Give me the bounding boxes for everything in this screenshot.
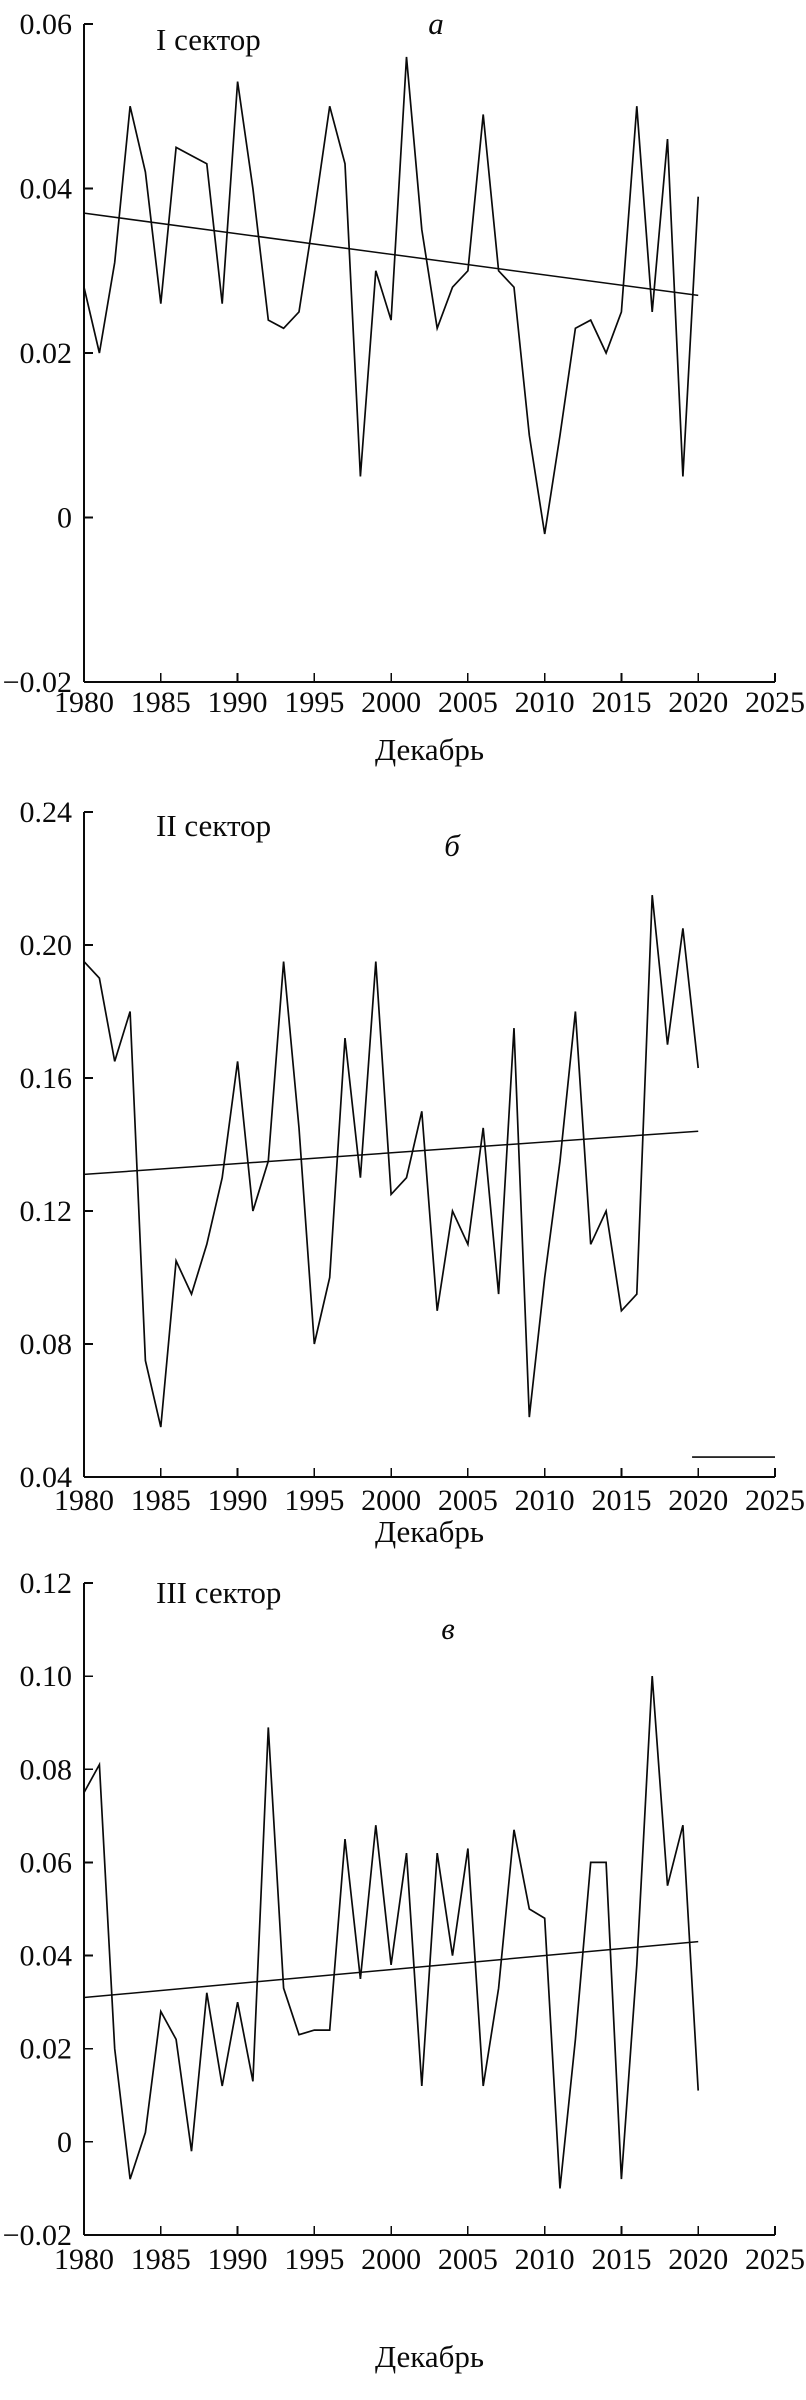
x-tick-label: 2015: [591, 686, 651, 719]
x-tick-label: 1980: [54, 686, 114, 719]
x-tick-label: 2025: [745, 2243, 805, 2276]
panel-letter: а: [428, 6, 444, 41]
chart-panel-b: 0.24 0.20 0.16 0.12 0.08 0.04 1980 1985 1990 1995…: [0, 780, 806, 1555]
x-axis-label: Декабрь: [375, 2339, 484, 2374]
series-line: [83, 56, 700, 535]
x-tick-label: 2005: [438, 1484, 498, 1517]
x-tick-label: 2000: [361, 2243, 421, 2276]
x-tick-label: 1985: [131, 1484, 191, 1517]
x-tick-label: 1990: [208, 2243, 268, 2276]
y-tick-label: 0.20: [20, 929, 73, 962]
x-tick-label: 2025: [745, 1484, 805, 1517]
y-tick-label: 0.24: [20, 796, 73, 829]
x-tick-label: 2020: [668, 686, 728, 719]
chart-title: II сектор: [156, 808, 271, 843]
x-axis-label: Декабрь: [375, 732, 484, 767]
y-tick-label: 0.08: [20, 1328, 73, 1361]
chart-title: I сектор: [156, 22, 261, 57]
panel-letter: в: [441, 1611, 454, 1646]
y-tick-label: 0: [57, 2126, 72, 2159]
x-tick-label: 2010: [515, 1484, 575, 1517]
series-line: [83, 1676, 700, 2189]
x-axis-label: Декабрь: [375, 1514, 484, 1549]
y-tick-label: 0.10: [20, 1660, 73, 1693]
y-tick-label: 0.02: [20, 337, 73, 370]
x-tick-label: 2010: [515, 686, 575, 719]
x-tick-label: 1985: [131, 2243, 191, 2276]
x-tick-label: 1990: [208, 686, 268, 719]
x-tick-label: 2010: [515, 2243, 575, 2276]
trend-line: [83, 212, 699, 297]
x-tick-label: 2000: [361, 686, 421, 719]
y-tick-label: 0: [57, 502, 72, 535]
y-tick-label: 0.12: [20, 1195, 73, 1228]
x-tick-label: 1985: [131, 686, 191, 719]
chart-panel-a: 0.06 0.04 0.02 0 −0.02 1980 1985 1990 1995 2000 20…: [0, 0, 806, 780]
x-tick-label: 1980: [54, 1484, 114, 1517]
trend-line: [83, 1130, 699, 1176]
y-tick-label: 0.02: [20, 2033, 73, 2066]
y-tick-label: 0.04: [20, 1461, 73, 1494]
y-tick-label: 0.12: [20, 1567, 73, 1600]
y-tick-label: 0.06: [20, 1846, 73, 1879]
x-tick-label: 2020: [668, 2243, 728, 2276]
x-tick-label: 1995: [284, 2243, 344, 2276]
panel-letter: б: [444, 828, 461, 863]
x-tick-label: 2015: [591, 1484, 651, 1517]
x-tick-label: 2005: [438, 2243, 498, 2276]
y-tick-label: 0.08: [20, 1753, 73, 1786]
x-tick-label: 1995: [284, 1484, 344, 1517]
y-tick-label: −0.02: [3, 2219, 72, 2252]
y-tick-label: −0.02: [3, 666, 72, 699]
trend-line: [83, 1940, 699, 1999]
x-tick-label: 2020: [668, 1484, 728, 1517]
series-line: [83, 895, 700, 1428]
x-tick-label: 1980: [54, 2243, 114, 2276]
x-tick-label: 1990: [208, 1484, 268, 1517]
x-tick-label: 2015: [591, 2243, 651, 2276]
chart-panel-v: 0.12 0.10 0.08 0.06 0.04 0.02 0 −0.02 1980 1985 19…: [0, 1555, 806, 2400]
x-tick-label: 2025: [745, 686, 805, 719]
y-tick-label: 0.16: [20, 1062, 73, 1095]
chart-title: III сектор: [156, 1575, 281, 1610]
x-tick-label: 2000: [361, 1484, 421, 1517]
y-tick-label: 0.06: [20, 8, 73, 41]
x-tick-label: 2005: [438, 686, 498, 719]
y-tick-label: 0.04: [20, 1940, 73, 1973]
x-tick-label: 1995: [284, 686, 344, 719]
y-tick-label: 0.04: [20, 173, 73, 206]
